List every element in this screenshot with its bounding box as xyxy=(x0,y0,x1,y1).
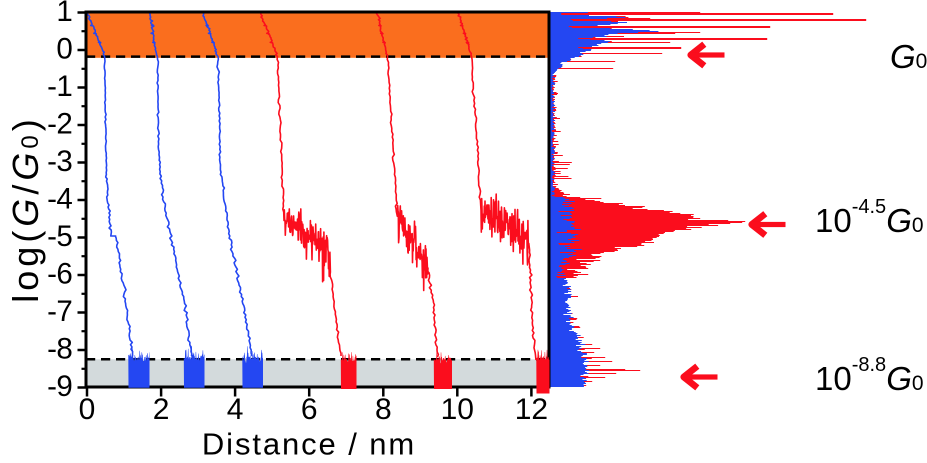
svg-text:8: 8 xyxy=(375,393,392,426)
svg-text:10: 10 xyxy=(441,393,474,426)
svg-text:0: 0 xyxy=(56,32,72,65)
svg-text:-4: -4 xyxy=(47,182,72,215)
svg-text:12: 12 xyxy=(515,393,548,426)
svg-text:G0: G0 xyxy=(890,38,927,75)
svg-text:-2: -2 xyxy=(47,107,72,140)
svg-text:-7: -7 xyxy=(47,295,72,328)
svg-text:-8: -8 xyxy=(47,332,72,365)
svg-text:-5: -5 xyxy=(47,220,72,253)
svg-text:-1: -1 xyxy=(47,70,72,103)
svg-text:1: 1 xyxy=(56,0,72,28)
svg-text:2: 2 xyxy=(153,393,170,426)
svg-text:Distance / nm: Distance / nm xyxy=(202,427,416,459)
svg-text:-3: -3 xyxy=(47,145,72,178)
svg-text:-9: -9 xyxy=(47,370,72,403)
svg-text:-6: -6 xyxy=(47,257,72,290)
svg-text:0: 0 xyxy=(79,393,96,426)
svg-text:6: 6 xyxy=(301,393,318,426)
svg-text:4: 4 xyxy=(227,393,244,426)
svg-text:log(G/G0): log(G/G0) xyxy=(5,115,46,302)
